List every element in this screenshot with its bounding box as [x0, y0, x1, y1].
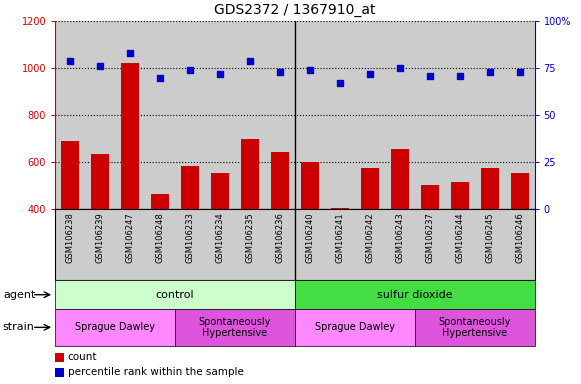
Point [365, 71, 374, 77]
Point [455, 73, 464, 79]
Bar [241, 139, 259, 303]
Text: count: count [67, 352, 97, 362]
Bar [151, 194, 169, 303]
Bar [480, 168, 498, 303]
Text: Spontaneously
Hypertensive: Spontaneously Hypertensive [199, 316, 271, 338]
FancyBboxPatch shape [55, 280, 295, 309]
Text: Sprague Dawley: Sprague Dawley [315, 322, 394, 333]
Text: GSM106246: GSM106246 [515, 212, 524, 263]
Point [216, 71, 225, 77]
FancyBboxPatch shape [55, 309, 175, 346]
Point [335, 80, 345, 86]
Point [425, 73, 435, 79]
Bar [451, 182, 469, 303]
Text: GSM106234: GSM106234 [216, 212, 224, 263]
Bar [55, 353, 64, 362]
Point [515, 69, 524, 75]
Title: GDS2372 / 1367910_at: GDS2372 / 1367910_at [214, 3, 375, 17]
Text: GSM106233: GSM106233 [185, 212, 195, 263]
Text: GSM106236: GSM106236 [275, 212, 284, 263]
Point [305, 67, 314, 73]
Bar [390, 149, 408, 303]
Bar [211, 173, 229, 303]
Text: Sprague Dawley: Sprague Dawley [75, 322, 155, 333]
Text: GSM106235: GSM106235 [245, 212, 254, 263]
Text: Spontaneously
Hypertensive: Spontaneously Hypertensive [439, 316, 511, 338]
Point [66, 58, 75, 64]
Point [95, 63, 105, 70]
Point [485, 69, 494, 75]
Text: GSM106248: GSM106248 [156, 212, 164, 263]
Text: GSM106242: GSM106242 [365, 212, 374, 263]
Text: control: control [156, 290, 194, 300]
FancyBboxPatch shape [415, 309, 535, 346]
Point [395, 65, 404, 71]
Point [245, 58, 254, 64]
Text: GSM106237: GSM106237 [425, 212, 434, 263]
Text: GSM106239: GSM106239 [96, 212, 105, 263]
Bar [271, 152, 289, 303]
Bar [91, 154, 109, 303]
FancyBboxPatch shape [175, 309, 295, 346]
Text: percentile rank within the sample: percentile rank within the sample [67, 367, 243, 377]
Text: sulfur dioxide: sulfur dioxide [377, 290, 453, 300]
Bar [331, 208, 349, 303]
Text: GSM106247: GSM106247 [125, 212, 135, 263]
Text: GSM106245: GSM106245 [485, 212, 494, 263]
Text: GSM106241: GSM106241 [335, 212, 345, 263]
Bar [55, 368, 64, 377]
Text: GSM106243: GSM106243 [395, 212, 404, 263]
Text: GSM106244: GSM106244 [455, 212, 464, 263]
Text: agent: agent [3, 290, 35, 300]
Bar [301, 162, 319, 303]
Bar [121, 63, 139, 303]
FancyBboxPatch shape [295, 280, 535, 309]
Point [125, 50, 135, 56]
Text: GSM106240: GSM106240 [306, 212, 314, 263]
Bar [511, 173, 529, 303]
FancyBboxPatch shape [295, 309, 415, 346]
Text: strain: strain [3, 322, 35, 333]
Bar [181, 166, 199, 303]
Bar [61, 141, 79, 303]
Point [275, 69, 285, 75]
Bar [421, 185, 439, 303]
Text: GSM106238: GSM106238 [66, 212, 75, 263]
Bar [361, 168, 379, 303]
Point [155, 74, 164, 81]
Point [185, 67, 195, 73]
